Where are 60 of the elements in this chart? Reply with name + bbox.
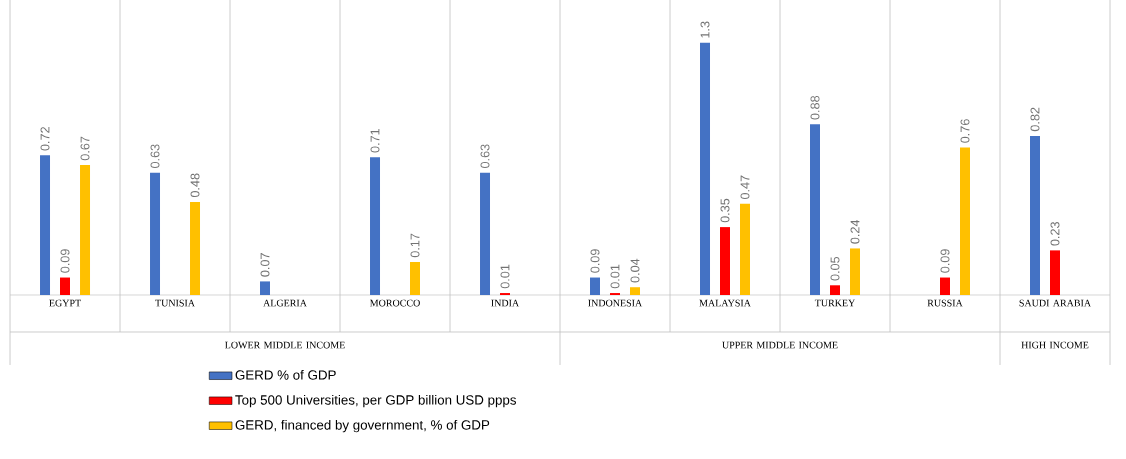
bar	[40, 155, 51, 295]
bar	[720, 227, 731, 295]
data-label: 0.63	[150, 144, 160, 169]
x-tick-label: TURKEY	[814, 299, 856, 307]
data-label: 0.67	[80, 136, 90, 161]
legend-label: GERD, financed by government, % of GDP	[235, 419, 490, 433]
bar	[830, 285, 841, 295]
text: LOWER MIDDLE INCOME	[225, 341, 345, 349]
x-tick-label: TUNISIA	[155, 299, 195, 307]
data-label: 1.3	[700, 21, 710, 38]
data-label: 0.82	[1030, 107, 1040, 132]
data-label: 0.07	[260, 253, 270, 277]
legend-label: Top 500 Universities, per GDP billion USD ppps	[235, 394, 517, 408]
bar	[1030, 135, 1040, 295]
x-tick-label: RUSSIA	[927, 299, 963, 307]
data-label: 0.76	[960, 119, 970, 143]
data-label: 0.09	[60, 249, 70, 273]
bar	[590, 277, 601, 295]
bar	[370, 157, 381, 295]
data-label: 0.71	[370, 128, 380, 153]
text: UPPER MIDDLE INCOME	[722, 341, 838, 349]
data-label: 0.17	[410, 233, 420, 258]
bar	[410, 262, 421, 295]
data-label: 0.63	[480, 144, 490, 169]
data-label: 0.72	[40, 127, 50, 151]
data-label: 0.24	[850, 219, 860, 244]
x-tick-label: INDONESIA	[588, 299, 643, 307]
bar	[960, 147, 970, 295]
bar	[810, 124, 820, 295]
data-label: 0.09	[590, 249, 600, 273]
bar	[150, 172, 161, 295]
data-label: 0.01	[500, 264, 510, 289]
x-tick-label: MOROCCO	[370, 299, 420, 307]
bar	[480, 172, 491, 295]
text: HIGH INCOME	[1021, 341, 1089, 349]
x-tick-label: SAUDI ARABIA	[1019, 299, 1092, 307]
data-label: 0.23	[1050, 222, 1060, 246]
data-label: 0.09	[940, 249, 950, 273]
data-label: 0.05	[830, 256, 840, 281]
bar	[190, 201, 201, 295]
bar	[260, 281, 271, 295]
bar	[60, 277, 71, 295]
data-label: 0.48	[190, 173, 200, 198]
data-label: 0.04	[630, 258, 640, 283]
bar	[940, 277, 950, 295]
bar	[1050, 250, 1060, 295]
x-tick-label: INDIA	[491, 299, 520, 307]
bar	[80, 165, 91, 295]
x-tick-label: MALAYSIA	[699, 299, 751, 307]
bar	[630, 287, 641, 295]
x-tick-label: ALGERIA	[263, 299, 307, 307]
data-label: 0.35	[720, 198, 730, 223]
data-label: 0.88	[810, 95, 820, 120]
bar	[850, 248, 861, 295]
bar	[740, 203, 750, 295]
data-label: 0.01	[610, 264, 620, 289]
legend-label: GERD % of GDP	[235, 369, 336, 380]
x-tick-label: EGYPT	[49, 299, 81, 307]
data-label: 0.47	[740, 175, 750, 200]
bar	[700, 42, 711, 295]
